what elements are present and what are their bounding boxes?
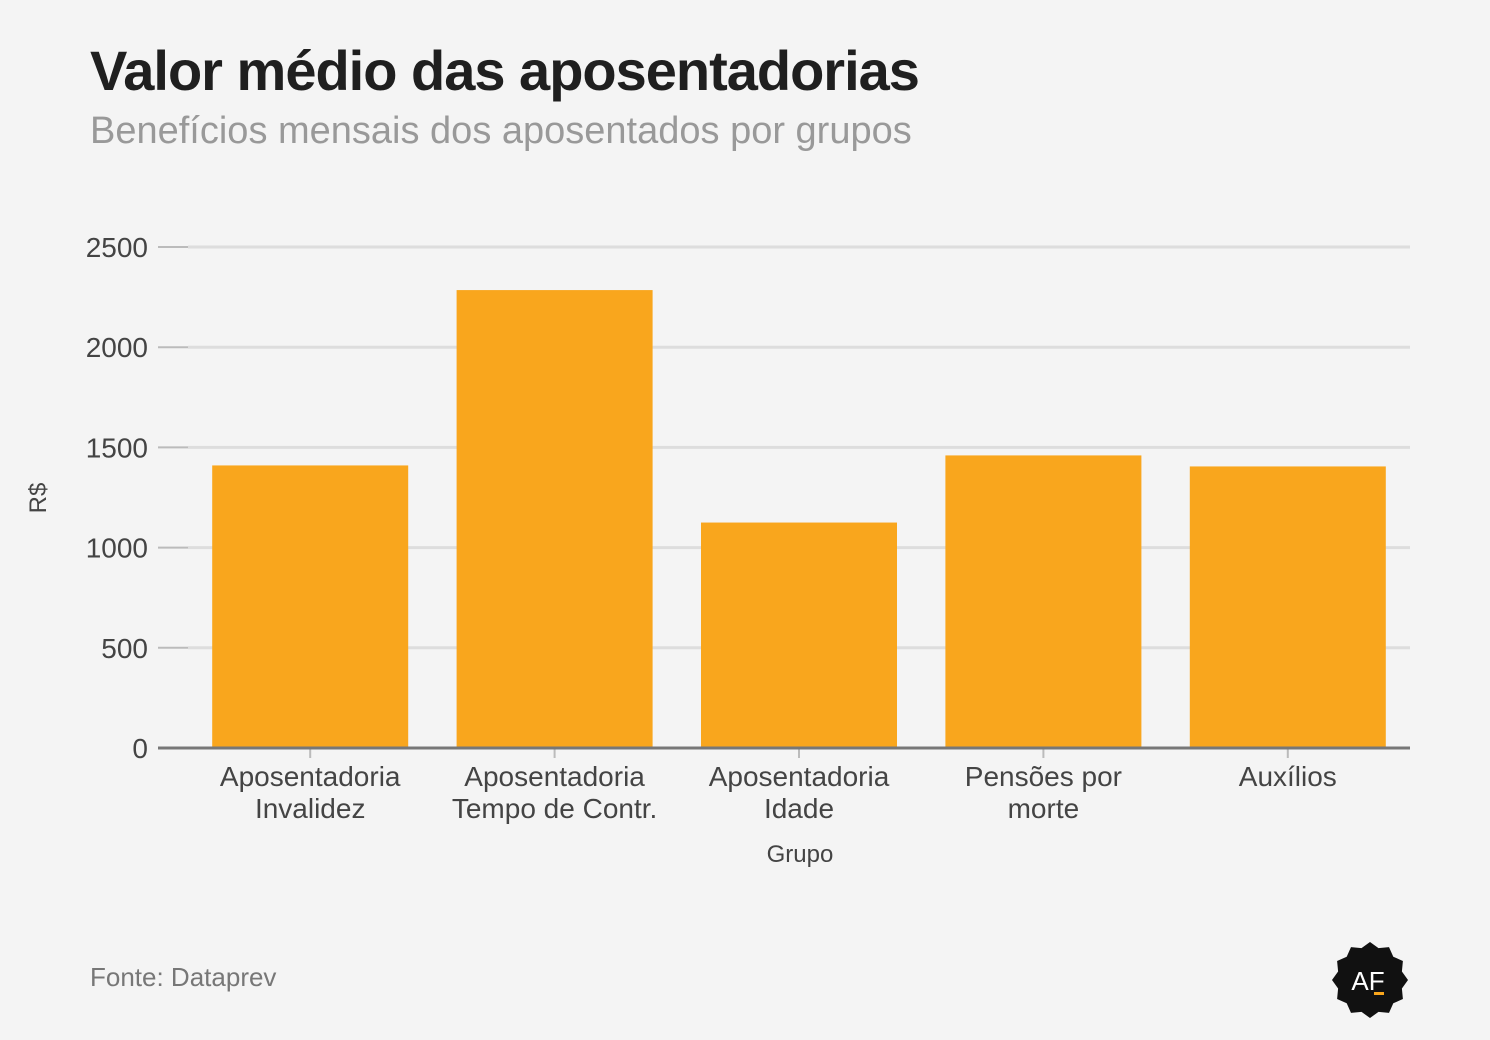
y-axis-title: R$ (25, 483, 52, 514)
x-tick-label: Aposentadoria Idade (709, 761, 890, 824)
axis-labels: 0 500 1000 1500 2000 2500 Aposentadoria Invalid… (25, 232, 1337, 868)
x-axis-title: Grupo (767, 841, 834, 868)
y-tick-label: 1500 (86, 432, 148, 463)
y-tick-label: 0 (132, 733, 148, 764)
bars (212, 290, 1386, 748)
y-tick-label: 2500 (86, 232, 148, 263)
bar (701, 522, 897, 748)
y-tick-label: 1000 (86, 533, 148, 564)
x-tick-label: Auxílios (1239, 761, 1337, 792)
bar (1189, 466, 1386, 748)
bar (456, 290, 653, 748)
chart-title: Valor médio das aposentadorias (90, 39, 920, 102)
bar (212, 465, 409, 748)
af-logo-icon: AF (1332, 942, 1408, 1018)
x-tick-label: Aposentadoria Tempo de Contr. (452, 761, 657, 824)
x-tick-label: Aposentadoria Invalidez (220, 761, 401, 824)
logo-text: AF (1351, 966, 1384, 996)
chart-subtitle: Benefícios mensais dos aposentados por g… (90, 110, 912, 152)
x-tick-label: Pensões por morte (965, 761, 1122, 824)
y-tick-label: 500 (101, 633, 148, 664)
y-tick-label: 2000 (86, 332, 148, 363)
axes (158, 246, 1410, 758)
source-note: Fonte: Dataprev (90, 962, 277, 992)
bar (945, 455, 1142, 748)
